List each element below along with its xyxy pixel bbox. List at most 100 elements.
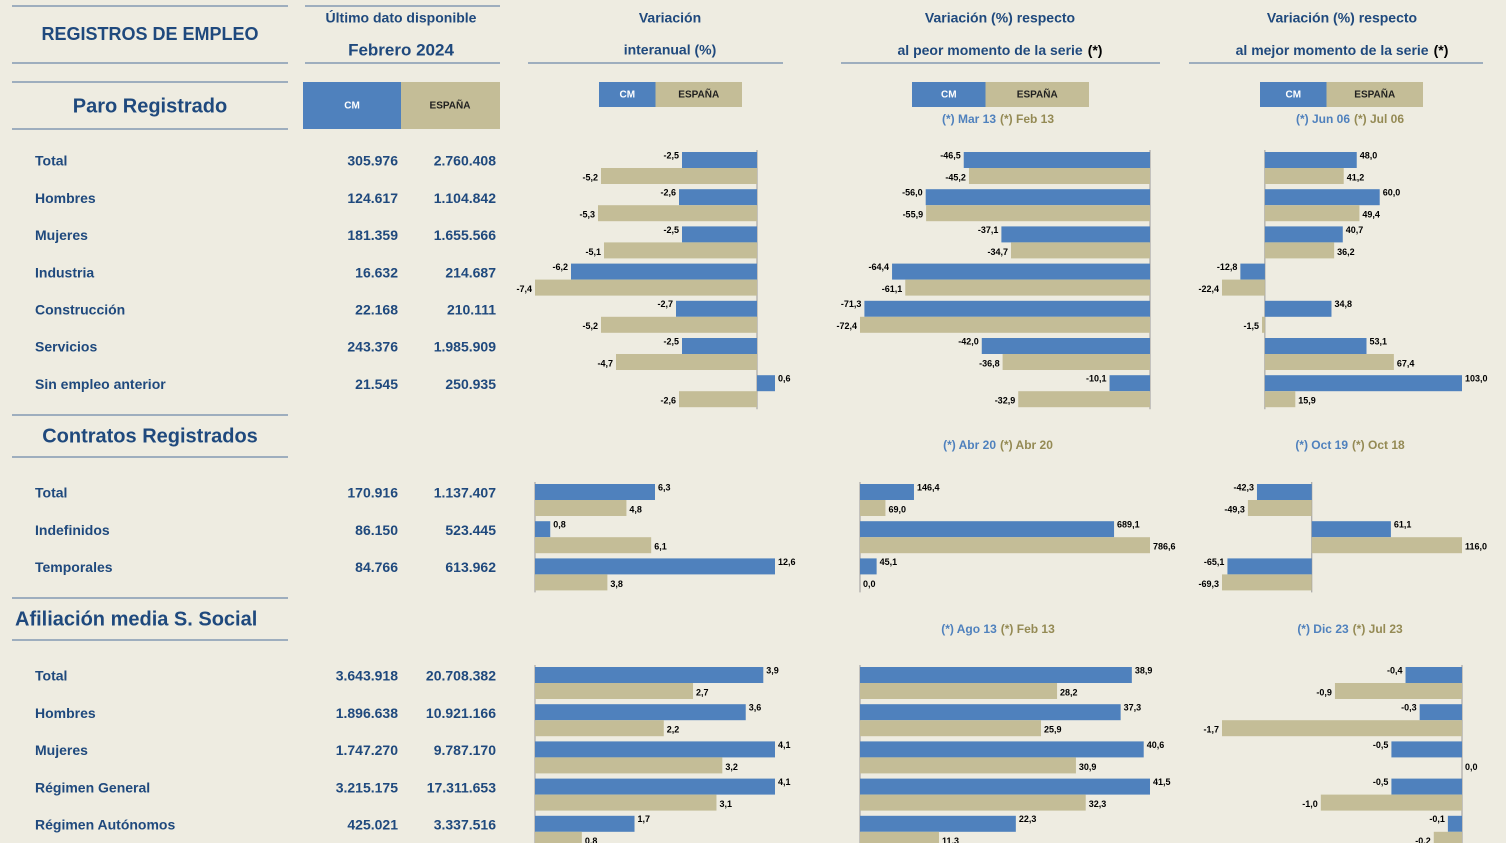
row-value: 1.104.842 xyxy=(434,190,496,206)
row-label: Hombres xyxy=(35,705,96,721)
bar xyxy=(1264,375,1462,392)
bar xyxy=(1001,226,1150,243)
bar xyxy=(616,354,757,370)
bar xyxy=(535,667,764,683)
bar xyxy=(1419,704,1462,721)
legend-label: CM xyxy=(1285,90,1301,101)
value-label: 40,6 xyxy=(1147,740,1165,750)
value-label: -0,3 xyxy=(1401,703,1417,713)
bar xyxy=(860,815,1016,832)
legend-swatch xyxy=(1326,82,1423,107)
bar xyxy=(604,242,757,259)
row-value: 22.168 xyxy=(355,302,398,318)
bar xyxy=(1264,226,1343,243)
header-text-part: al mejor momento de la serie xyxy=(1236,42,1429,58)
bar xyxy=(1391,778,1462,795)
value-label: 6,3 xyxy=(658,482,671,492)
row-value: 250.935 xyxy=(445,376,496,392)
value-label: 2,2 xyxy=(667,725,680,735)
bar xyxy=(1227,558,1312,575)
row-value: 3.215.175 xyxy=(336,779,398,795)
bar xyxy=(925,189,1150,206)
bar xyxy=(1222,574,1312,591)
bar xyxy=(1447,815,1462,832)
bar xyxy=(860,500,886,516)
value-label: 36,2 xyxy=(1337,247,1355,257)
reference-dates: (*) Oct 19 (*) Oct 18 xyxy=(1295,438,1405,452)
header-text: Variación xyxy=(639,10,701,26)
row-value: 10.921.166 xyxy=(426,705,496,721)
bar xyxy=(1405,667,1462,683)
value-label: -1,0 xyxy=(1302,799,1318,809)
value-label: -2,6 xyxy=(660,396,676,406)
value-label: -42,3 xyxy=(1233,482,1254,492)
header-marker: (*) xyxy=(1088,42,1103,58)
bar xyxy=(1264,168,1344,184)
bar xyxy=(1311,537,1462,554)
value-label: -0,2 xyxy=(1415,836,1431,843)
bar xyxy=(598,205,757,222)
value-label: 0,0 xyxy=(863,579,876,589)
bar xyxy=(1264,242,1335,259)
date-es: (*) Abr 20 xyxy=(1000,438,1053,452)
reference-dates: (*) Jun 06 (*) Jul 06 xyxy=(1296,112,1404,126)
legend-label: ESPAÑA xyxy=(1354,88,1395,101)
value-label: -61,1 xyxy=(882,284,903,294)
reference-dates: (*) Abr 20 (*) Abr 20 xyxy=(943,438,1053,452)
legend-swatch xyxy=(912,82,986,107)
bar xyxy=(1334,683,1462,699)
value-label: -2,6 xyxy=(660,188,676,198)
value-label: -55,9 xyxy=(903,210,924,220)
value-label: 41,5 xyxy=(1153,777,1171,787)
bar xyxy=(905,279,1150,296)
legend-swatch xyxy=(599,82,656,107)
row-value: 181.359 xyxy=(347,227,398,243)
row-value: 1.985.909 xyxy=(434,339,496,355)
bar xyxy=(860,316,1150,333)
bar xyxy=(860,794,1086,811)
row-value: 21.545 xyxy=(355,376,398,392)
bar xyxy=(535,794,717,811)
bar xyxy=(535,484,655,500)
row-value: 20.708.382 xyxy=(426,668,496,684)
row-value: 17.311.653 xyxy=(427,779,497,795)
value-label: -49,3 xyxy=(1224,504,1245,514)
value-label: -12,8 xyxy=(1217,262,1238,272)
row-label: Hombres xyxy=(35,190,96,206)
legend-cell xyxy=(401,82,500,129)
value-label: -4,7 xyxy=(597,358,613,368)
bar xyxy=(601,316,757,333)
value-label: 38,9 xyxy=(1135,665,1153,675)
header-text: al mejor momento de la serie (*) xyxy=(1236,42,1449,58)
date-es: (*) Jul 23 xyxy=(1353,622,1403,636)
value-label: -1,5 xyxy=(1243,321,1259,331)
value-label: 0,8 xyxy=(553,520,566,530)
value-label: 0,6 xyxy=(778,374,791,384)
row-label: Temporales xyxy=(35,559,113,575)
row-value: 84.766 xyxy=(355,559,398,575)
row-value: 305.976 xyxy=(347,153,398,169)
value-label: -46,5 xyxy=(940,150,961,160)
value-label: -5,2 xyxy=(582,172,598,182)
bar xyxy=(963,152,1150,168)
row-label: Total xyxy=(35,485,67,501)
value-label: -6,2 xyxy=(552,262,568,272)
value-label: -2,5 xyxy=(663,336,679,346)
row-value: 9.787.170 xyxy=(434,742,496,758)
legend-label: CM xyxy=(941,90,957,101)
value-label: -0,5 xyxy=(1373,777,1389,787)
row-label: Industria xyxy=(35,264,94,280)
header-text: Variación (%) respecto xyxy=(1267,10,1417,26)
value-label: 53,1 xyxy=(1369,336,1387,346)
bar xyxy=(1311,521,1391,538)
bar xyxy=(535,537,652,554)
row-value: 86.150 xyxy=(355,522,398,538)
value-label: -22,4 xyxy=(1198,284,1219,294)
value-label: 4,8 xyxy=(629,504,642,514)
bar xyxy=(860,484,914,500)
bar xyxy=(1247,500,1312,516)
bar xyxy=(860,558,877,575)
date-es: (*) Oct 18 xyxy=(1352,438,1405,452)
row-value: 1.137.407 xyxy=(434,485,496,501)
value-label: -0,5 xyxy=(1373,740,1389,750)
